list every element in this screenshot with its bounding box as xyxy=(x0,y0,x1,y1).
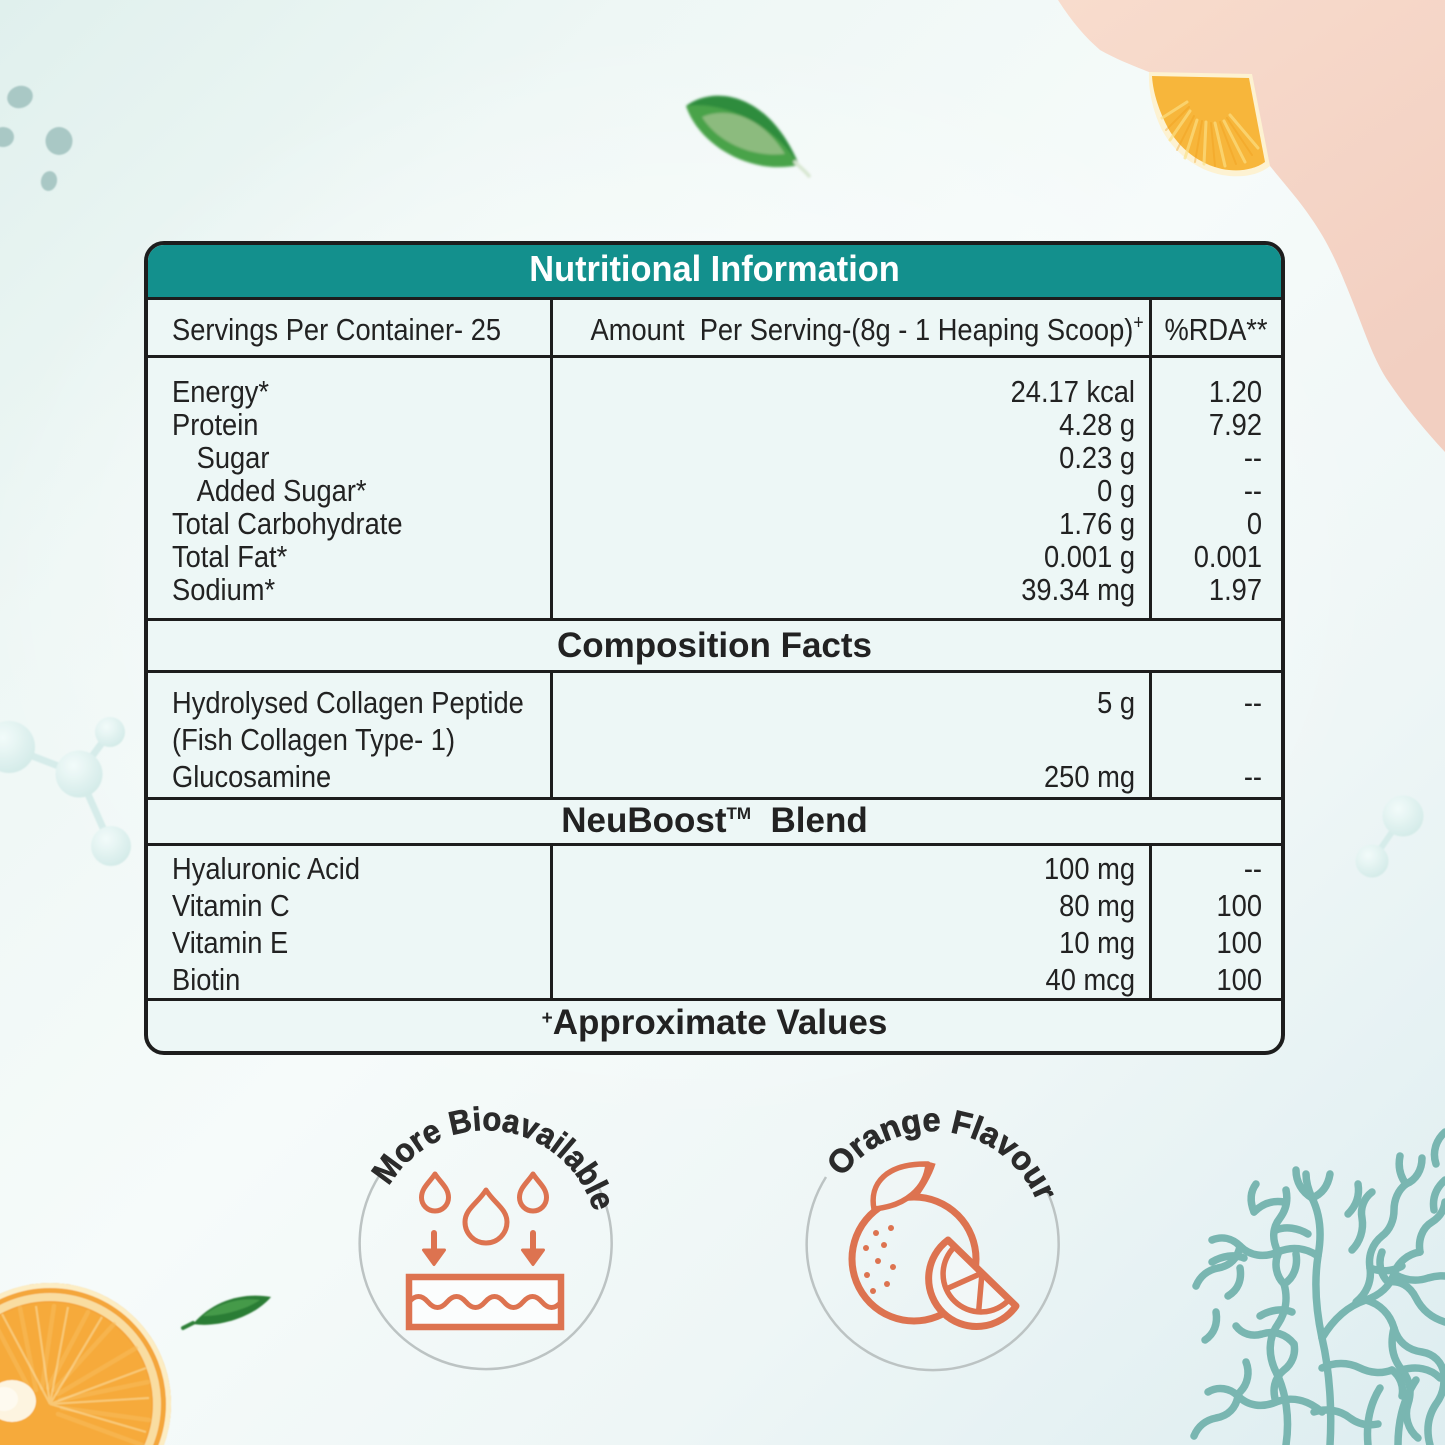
svg-text:Orange Flavour: Orange Flavour xyxy=(819,1101,1065,1205)
